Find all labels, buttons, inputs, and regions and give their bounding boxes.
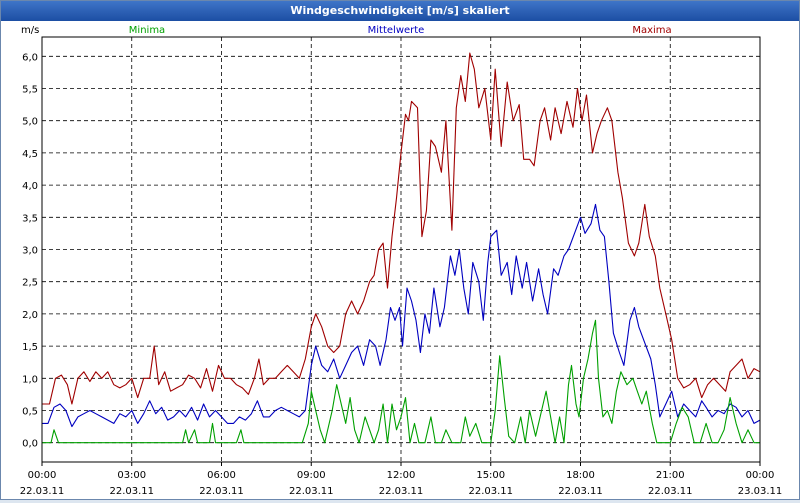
y-axis-label: m/s	[21, 25, 39, 36]
y-tick-label: 1,5	[22, 342, 38, 353]
x-tick-date: 22.03.11	[199, 486, 244, 497]
y-tick-label: 3,0	[22, 246, 38, 257]
legend-mittelwerte: Mittelwerte	[368, 25, 425, 36]
y-tick-labels: 0,0 0,5 1,0 1,5 2,0 2,5 3,0 3,5 4,0 4,5 5,0 5,5 6,0	[22, 52, 38, 449]
y-tick-label: 5,0	[22, 117, 38, 128]
x-tick-date: 23.03.11	[738, 486, 783, 497]
y-tick-label: 0,5	[22, 406, 38, 417]
plot-frame	[41, 36, 761, 463]
x-tick-time: 00:00	[28, 470, 57, 481]
y-tick-label: 2,0	[22, 310, 38, 321]
y-tick-label: 6,0	[22, 52, 38, 63]
legend-maxima: Maxima	[632, 25, 671, 36]
y-tick-label: 1,0	[22, 374, 38, 385]
x-tick-date: 22.03.11	[109, 486, 154, 497]
x-tick-time: 15:00	[476, 470, 505, 481]
y-tick-label: 0,0	[22, 439, 38, 450]
x-tick-date: 22.03.11	[648, 486, 693, 497]
x-tick-time: 00:00	[746, 470, 775, 481]
series-line-mittelwerte	[42, 203, 761, 428]
window-title: Windgeschwindigkeit [m/s] skaliert	[1, 1, 799, 21]
x-tick-time: 09:00	[297, 470, 326, 481]
x-tick-date: 22.03.11	[289, 486, 334, 497]
x-tick-date: 22.03.11	[379, 486, 424, 497]
legend-minima: Minima	[129, 25, 165, 36]
y-tick-label: 4,5	[22, 149, 38, 160]
x-tick-labels: 00:00 22.03.11 03:00 22.03.11 06:00 22.03.11 0…	[20, 470, 783, 497]
grid-lines	[41, 37, 761, 466]
x-tick-date: 22.03.11	[468, 486, 513, 497]
chart-svg: m/s Minima Mittelwerte Maxima 0,0 0,5 1,0 1…	[20, 25, 783, 497]
y-tick-label: 2,5	[22, 278, 38, 289]
y-tick-label: 5,5	[22, 85, 38, 96]
x-tick-time: 06:00	[207, 470, 236, 481]
plot-area: m/s Minima Mittelwerte Maxima 0,0 0,5 1,0 1…	[1, 21, 799, 499]
y-tick-label: 3,5	[22, 213, 38, 224]
series-line-maxima	[42, 52, 761, 405]
x-tick-time: 03:00	[117, 470, 146, 481]
x-tick-date: 22.03.11	[558, 486, 603, 497]
x-tick-time: 12:00	[387, 470, 416, 481]
x-tick-time: 21:00	[656, 470, 685, 481]
x-tick-time: 18:00	[566, 470, 595, 481]
y-tick-label: 4,0	[22, 181, 38, 192]
x-tick-date: 22.03.11	[20, 486, 65, 497]
series-lines	[42, 52, 761, 444]
series-line-minima	[42, 319, 760, 444]
